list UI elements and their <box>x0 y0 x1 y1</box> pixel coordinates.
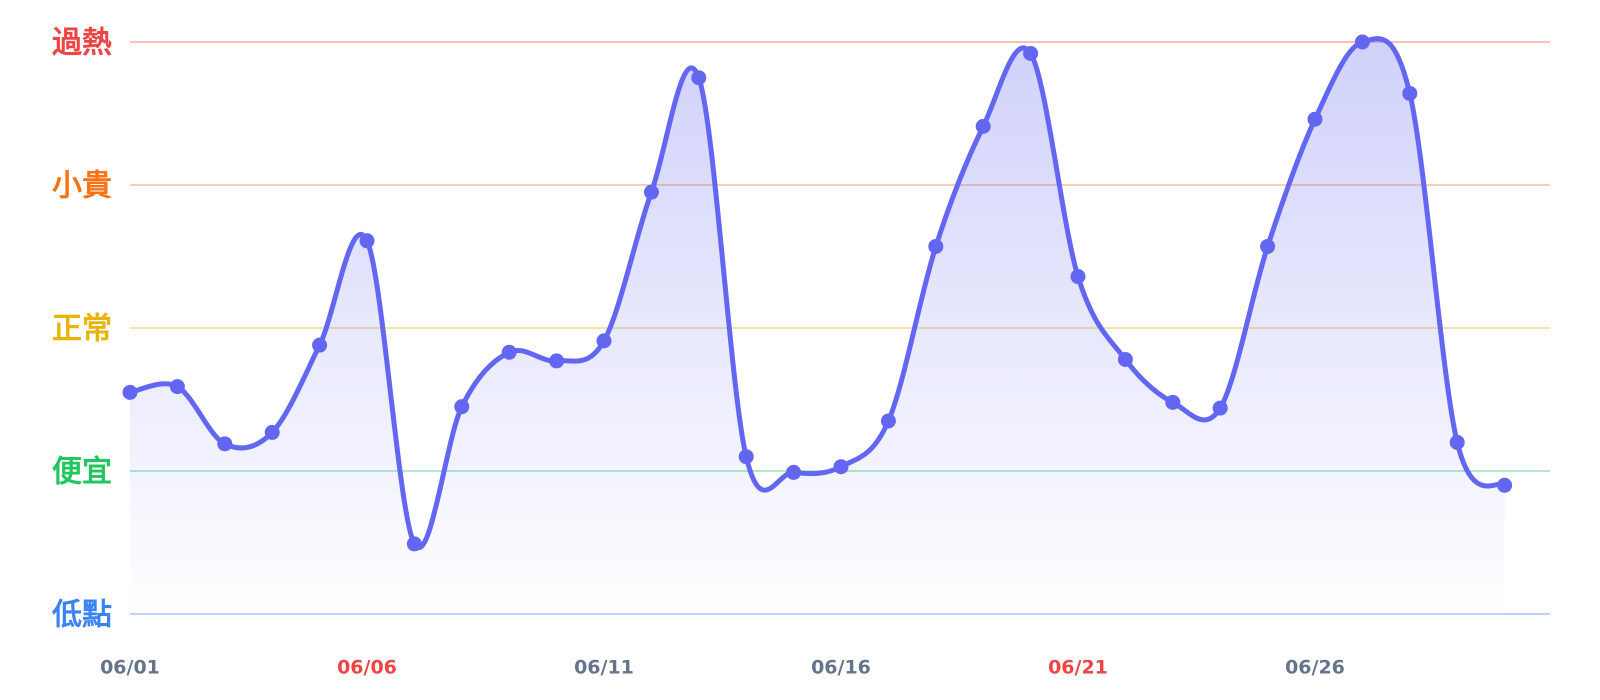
point <box>501 344 517 360</box>
point <box>217 436 233 452</box>
point <box>1023 45 1039 61</box>
point <box>691 70 707 86</box>
point <box>312 337 328 353</box>
point <box>359 233 375 249</box>
y-tick-label: 過熱 <box>52 26 112 61</box>
point <box>880 413 896 429</box>
point <box>1260 238 1276 254</box>
point <box>122 384 138 400</box>
point <box>1117 351 1133 367</box>
point <box>169 379 185 395</box>
y-tick-label: 便宜 <box>52 455 112 490</box>
point <box>406 536 422 552</box>
x-tick-label: 06/16 <box>811 657 871 679</box>
x-tick-label: 06/11 <box>574 657 634 679</box>
y-tick-label: 低點 <box>51 598 112 633</box>
point <box>975 118 991 134</box>
x-tick-label: 06/01 <box>100 657 160 679</box>
point <box>1402 85 1418 101</box>
point <box>928 238 944 254</box>
x-tick-label: 06/06 <box>337 657 397 679</box>
point <box>1307 111 1323 127</box>
point <box>786 464 802 480</box>
point <box>1165 394 1181 410</box>
point <box>1070 269 1086 285</box>
x-tick-label: 06/21 <box>1048 657 1108 679</box>
x-tick-label: 06/26 <box>1285 657 1345 679</box>
area <box>130 38 1505 615</box>
point <box>1212 400 1228 416</box>
point <box>833 459 849 475</box>
y-tick-label: 正常 <box>52 312 112 347</box>
point <box>1449 434 1465 450</box>
point <box>1497 477 1513 493</box>
point <box>549 353 565 369</box>
line <box>129 36 1507 550</box>
point <box>596 333 612 349</box>
y-tick-label: 小貴 <box>52 169 112 204</box>
point <box>264 424 280 440</box>
point <box>643 184 659 200</box>
point <box>1354 34 1370 50</box>
point <box>738 449 754 465</box>
point <box>454 399 470 415</box>
